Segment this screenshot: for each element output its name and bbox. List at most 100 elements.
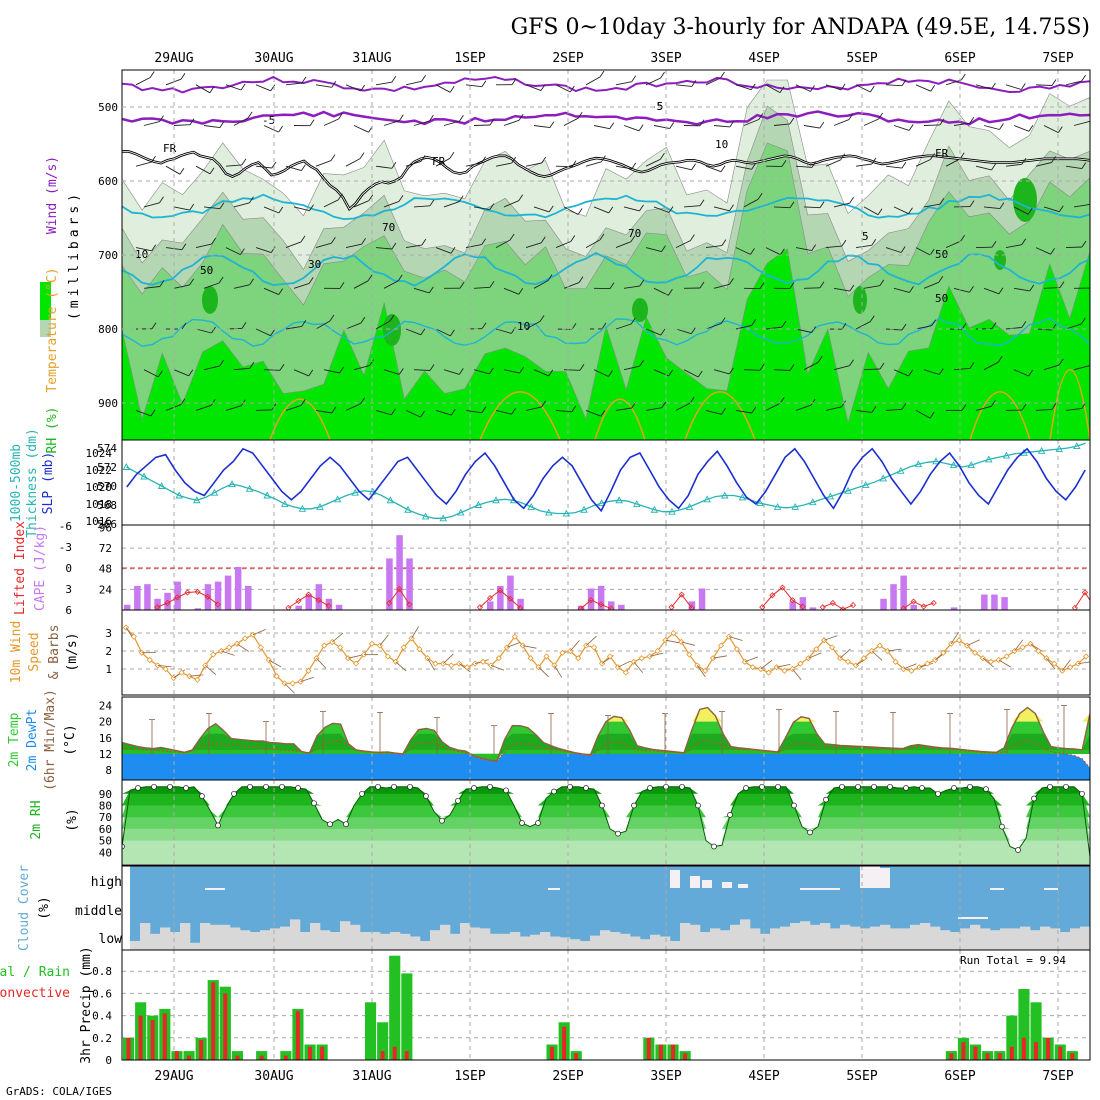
thickness-point <box>1073 442 1081 450</box>
lifted-index-point <box>315 597 322 604</box>
thickness-point <box>1055 445 1063 452</box>
wind-barb-flag <box>631 75 637 82</box>
low-cloud-bar <box>820 923 831 950</box>
contour-label: 30 <box>308 258 321 271</box>
wind-barb <box>795 328 812 333</box>
wind-barb <box>563 369 581 371</box>
thickness-point <box>967 461 975 469</box>
wind-speed-point <box>686 651 693 658</box>
freezing-level-highlight <box>122 151 1090 210</box>
cape-bar <box>315 584 323 610</box>
low-cloud-bar <box>470 927 481 950</box>
low-cloud-bar <box>140 923 151 950</box>
cape-bar <box>224 575 232 610</box>
wind-speed-point <box>1051 660 1058 667</box>
wind-barb-flag <box>541 400 546 408</box>
wind-barb <box>585 239 601 248</box>
wind-barb-flag <box>450 408 456 416</box>
cape-bar <box>910 604 917 610</box>
wind-barb-flag <box>211 237 216 245</box>
low-cloud-bar <box>440 924 451 950</box>
wind-barb <box>923 203 940 208</box>
cape-bar <box>396 535 403 610</box>
wind-barb-10m <box>300 676 315 682</box>
wind-barb <box>893 287 910 293</box>
wind-speed-point <box>1003 653 1010 660</box>
cloud-middle-label: middle <box>75 904 122 919</box>
precip-conv-bar <box>235 1055 240 1060</box>
wind-speed-point <box>416 646 423 653</box>
thickness-label-a: 1000-500mb <box>9 444 24 522</box>
wind-barb-flag <box>699 119 705 127</box>
rh-point <box>887 783 893 790</box>
wind-speed-point <box>702 667 709 674</box>
wind-barb-flag <box>729 120 735 128</box>
wind-barb <box>885 247 902 253</box>
wind-speed-point <box>178 669 185 676</box>
wind-barb <box>323 199 339 208</box>
wind-speed-point <box>773 664 780 671</box>
wind-barb <box>383 280 399 289</box>
wind-barb <box>315 409 332 414</box>
lifted-index-line <box>903 601 934 610</box>
wind-barb-flag <box>181 322 187 330</box>
wind-barb <box>765 402 781 411</box>
lifted-index-point <box>507 595 514 602</box>
wind-barb-10m <box>205 665 217 675</box>
thickness-point <box>386 496 395 504</box>
wind-tick-label: 1 <box>105 663 112 676</box>
wind-barb-flag <box>668 369 674 377</box>
wind-barb <box>675 165 692 171</box>
wind-barb-flag <box>189 278 194 286</box>
low-cloud-bar <box>620 933 631 950</box>
wind-barb <box>293 369 309 377</box>
wind-barb <box>1065 246 1083 249</box>
pressure-tick-label: 500 <box>98 101 118 114</box>
wind-barb-flag <box>420 155 426 162</box>
wind-barb-flag <box>218 276 224 284</box>
wind-speed-point <box>210 651 217 658</box>
wind-barb-flag <box>481 156 486 164</box>
low-cloud-bar <box>330 932 341 950</box>
wind-barb <box>533 206 550 213</box>
rh-dark-blob <box>853 286 867 314</box>
low-cloud-bar <box>650 934 661 950</box>
rh-point <box>1015 847 1021 853</box>
lifted-tick-label: 0 <box>65 562 72 575</box>
temp-isoline-20 <box>479 391 561 440</box>
wind-barb-flag <box>959 152 965 160</box>
wind-barb-flag <box>909 286 914 293</box>
rh-point <box>775 783 781 790</box>
wind-barb-flag <box>969 362 975 369</box>
wind-barb-flag <box>577 111 583 119</box>
lifted-tick-label: -3 <box>59 541 72 554</box>
low-cloud-bar <box>1000 928 1011 950</box>
wind-speed-point <box>170 674 177 682</box>
wind-barb <box>765 84 781 93</box>
precip-conv-bar <box>658 1044 663 1060</box>
panel-frame <box>121 779 1091 866</box>
wind-barb-flag <box>1080 317 1086 325</box>
wind-speed-point <box>305 667 312 674</box>
wind-barb <box>885 84 903 87</box>
thickness-point <box>809 498 817 506</box>
wind-speed-point <box>424 655 431 662</box>
wind-barb <box>345 322 362 330</box>
wind-barb <box>1065 323 1082 330</box>
thickness-point <box>157 482 166 489</box>
wind-barb-10m <box>443 653 454 664</box>
precip-conv-bar <box>1058 1046 1063 1060</box>
wind-barb <box>735 165 752 170</box>
wind-barb <box>165 404 182 411</box>
wind-barb-flag <box>489 203 495 210</box>
wind-barb-flag <box>1029 284 1035 292</box>
wind-barb <box>705 409 722 415</box>
wind-barb-flag <box>489 281 495 288</box>
lifted-index-point <box>799 603 806 610</box>
wind-barb <box>473 124 491 126</box>
lifted-index-point <box>678 591 685 598</box>
low-cloud-bar <box>280 926 291 950</box>
thickness-point <box>773 502 782 510</box>
low-cloud-bar <box>190 942 201 950</box>
